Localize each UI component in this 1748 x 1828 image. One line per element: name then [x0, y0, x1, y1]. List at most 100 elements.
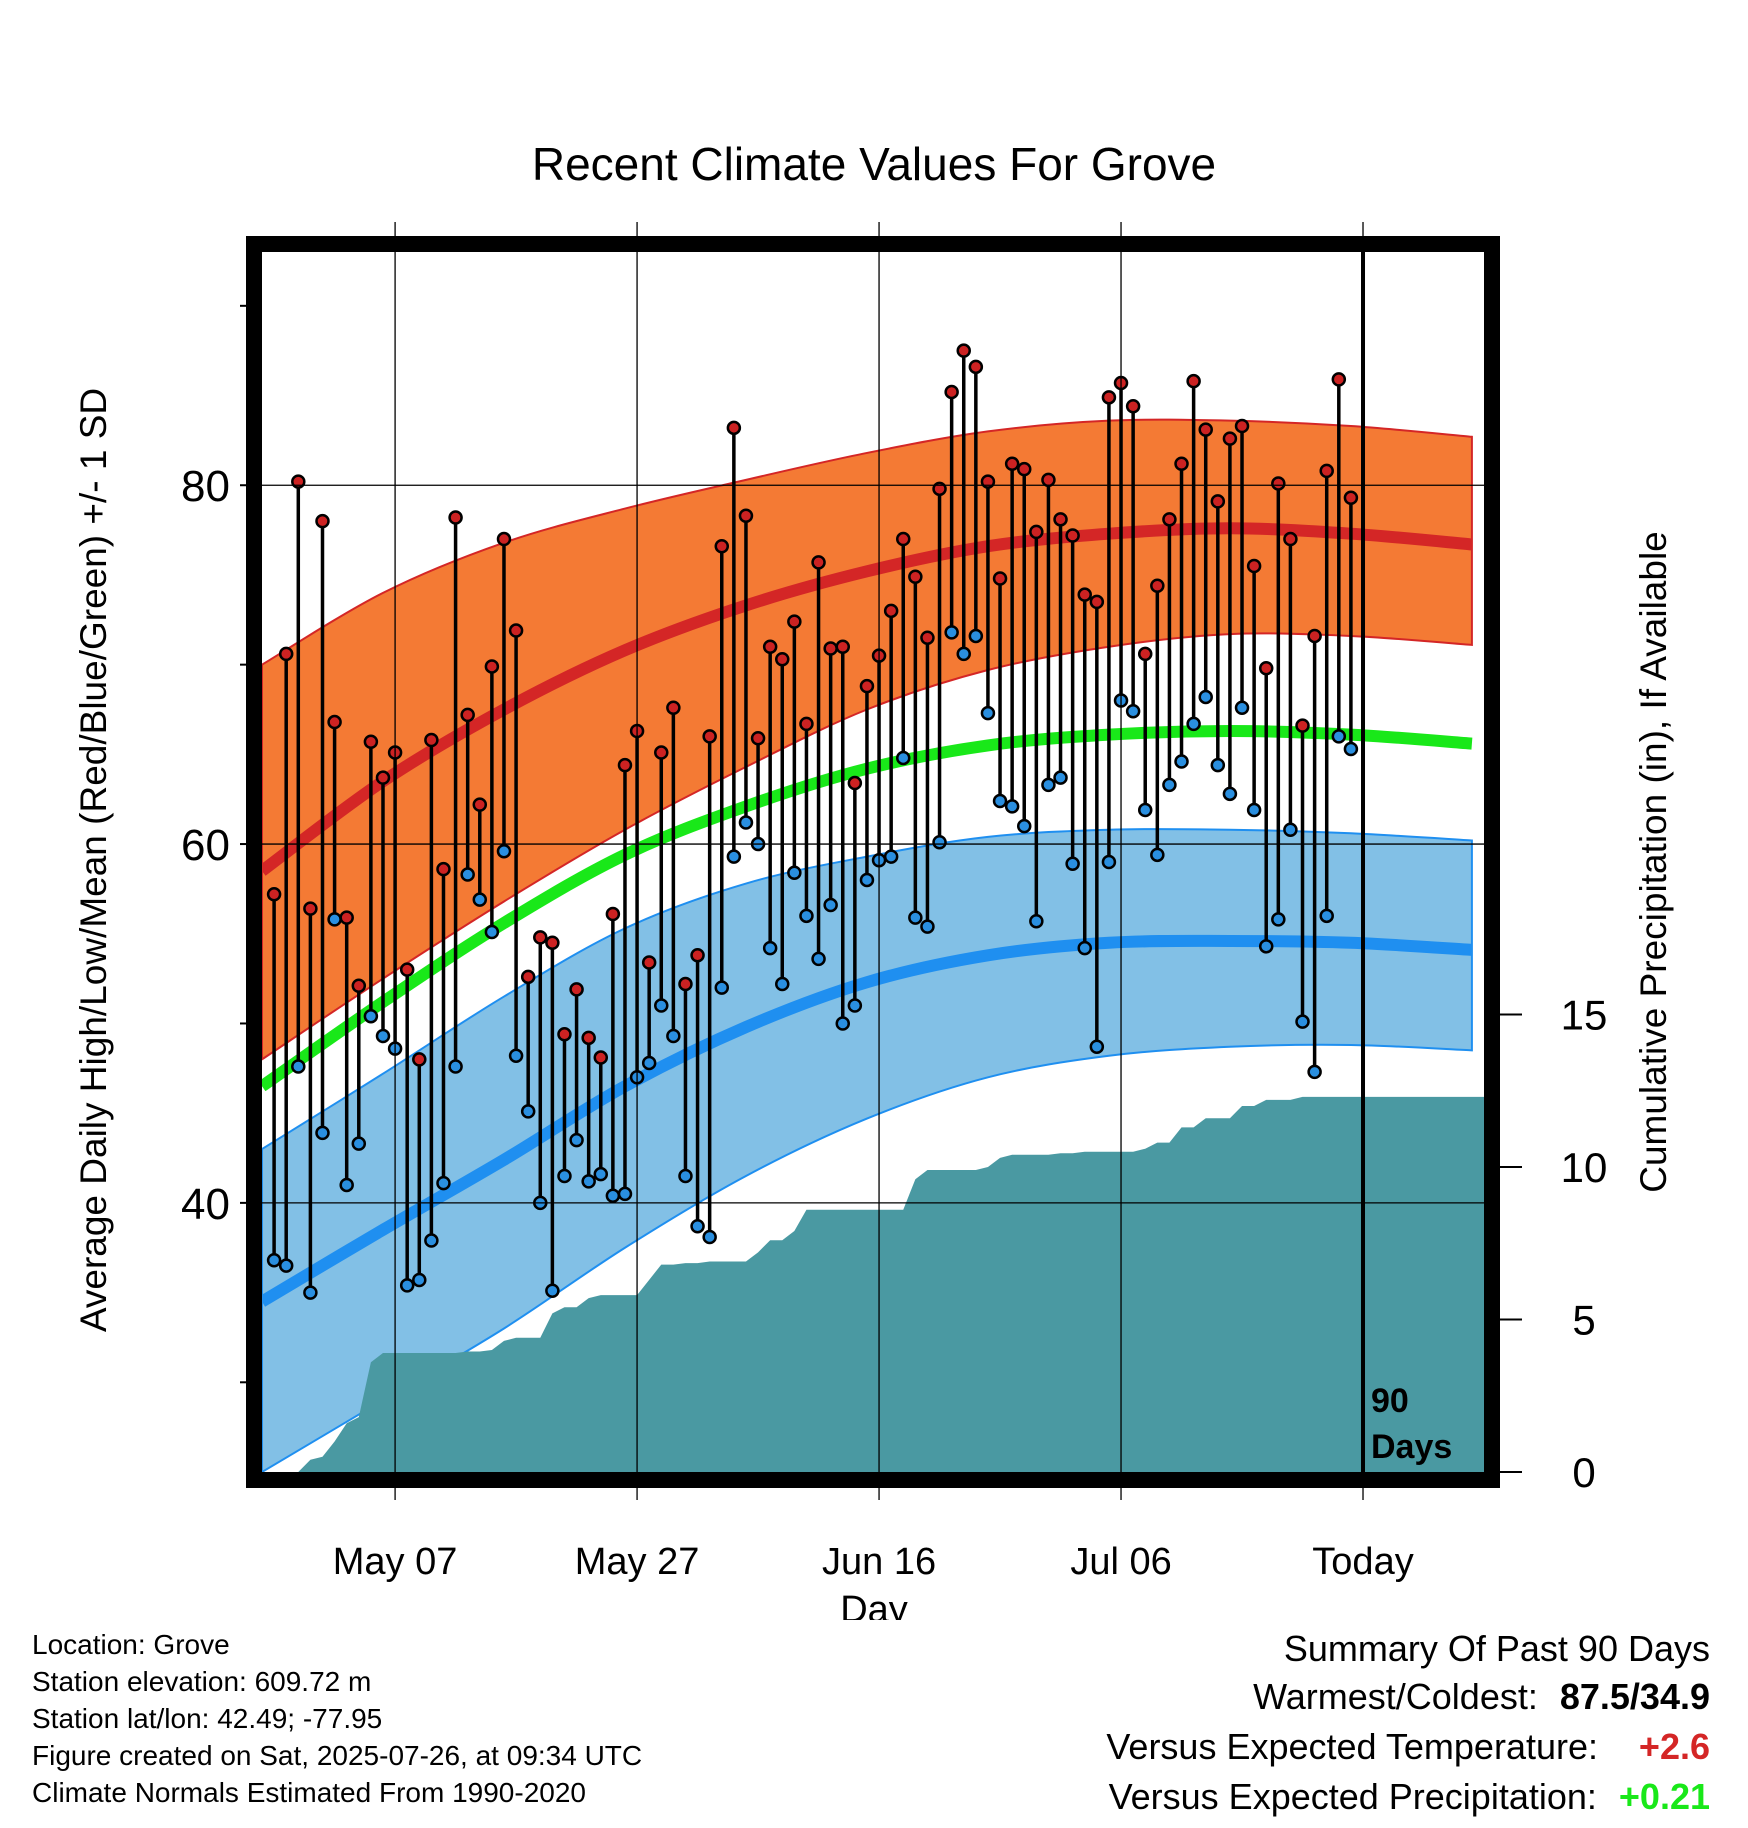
daily-low-point [1258, 939, 1274, 954]
daily-high-point [1343, 490, 1359, 506]
plot-area [262, 343, 1484, 1472]
daily-high-point [399, 962, 415, 977]
daily-high-point [1125, 399, 1141, 414]
daily-low-point [1137, 802, 1153, 818]
y-axis-label: Average Daily High/Low/Mean (Red/Blue/Gr… [73, 388, 114, 1332]
daily-low-point [617, 1186, 633, 1202]
x-tick-label: May 27 [575, 1541, 700, 1583]
daily-high-point [799, 716, 814, 732]
daily-low-point [581, 1174, 596, 1189]
daily-low-point [726, 849, 742, 864]
summary-panel: Summary Of Past 90 Days Warmest/Coldest:… [1106, 1626, 1710, 1822]
temp-anomaly-value: +2.6 [1638, 1726, 1710, 1767]
daily-high-point [1174, 456, 1189, 471]
x-axis-label: Day [840, 1589, 908, 1620]
daily-low-point [956, 646, 971, 662]
daily-high-point [1077, 587, 1092, 602]
daily-low-point [363, 1009, 379, 1024]
temp-anomaly-label: Versus Expected Temperature: [1106, 1726, 1598, 1767]
daily-low-point [1234, 700, 1250, 715]
daily-high-point [1137, 646, 1153, 662]
daily-low-point [1295, 1014, 1310, 1029]
x-tick-label: Jul 06 [1070, 1541, 1171, 1583]
y2-tick-label: 15 [1561, 992, 1608, 1039]
daily-high-point [460, 707, 475, 723]
station-info: Location: Grove Station elevation: 609.7… [32, 1626, 642, 1811]
daily-high-point [1041, 472, 1056, 488]
x-tick-label: Today [1312, 1541, 1413, 1583]
daily-low-point [569, 1132, 584, 1148]
created-text: Figure created on Sat, 2025-07-26, at 09… [32, 1740, 643, 1771]
daily-low-point [1174, 754, 1189, 769]
daily-low-point [690, 1218, 705, 1234]
precip-anomaly-label: Versus Expected Precipitation: [1108, 1776, 1597, 1817]
daily-low-point [520, 1104, 536, 1119]
daily-high-point [1271, 476, 1286, 491]
daily-low-point [799, 908, 814, 924]
daily-low-point [593, 1166, 609, 1182]
x-tick-label: May 07 [333, 1541, 458, 1583]
daily-low-point [472, 892, 488, 907]
daily-low-point [980, 705, 996, 721]
daily-high-point [920, 630, 935, 645]
daily-high-point [303, 901, 318, 916]
daily-high-point [1150, 578, 1165, 593]
daily-high-point [278, 646, 294, 662]
daily-low-point [908, 910, 923, 925]
daily-high-point [1016, 461, 1032, 477]
normals-text: Climate Normals Estimated From 1990-2020 [32, 1777, 586, 1808]
y2-axis-label: Cumulative Precipitation (in), If Availa… [1633, 531, 1674, 1193]
daily-low-point [1077, 940, 1092, 956]
daily-high-point [883, 603, 899, 619]
daily-high-point [1029, 524, 1044, 540]
daily-high-point [678, 976, 693, 992]
y-tick-label: 80 [181, 462, 230, 511]
daily-high-point [895, 531, 911, 547]
daily-high-point [847, 775, 863, 791]
daily-high-point [581, 1030, 596, 1046]
daily-high-point [726, 420, 742, 436]
daily-low-point [315, 1125, 330, 1141]
daily-low-point [714, 980, 730, 995]
temp-anomaly-row: Versus Expected Temperature: +2.6 [1106, 1722, 1710, 1772]
daily-low-point [1246, 802, 1262, 818]
daily-low-point [460, 867, 475, 882]
daily-low-point [883, 849, 899, 864]
chart-title: Recent Climate Values For Grove [532, 138, 1216, 190]
daily-low-point [641, 1055, 657, 1071]
daily-low-point [738, 815, 754, 830]
daily-low-point [291, 1059, 306, 1074]
daily-low-point [859, 872, 875, 888]
daily-low-point [678, 1168, 693, 1184]
daily-high-point [835, 639, 851, 654]
daily-low-point [1331, 729, 1347, 744]
y2-tick-label: 0 [1572, 1449, 1595, 1496]
daily-low-point [436, 1175, 451, 1191]
daily-low-point [944, 625, 959, 640]
daily-low-point [448, 1059, 463, 1074]
daily-high-point [1101, 390, 1117, 405]
daily-high-point [351, 978, 367, 994]
daily-high-point [496, 531, 512, 547]
daily-high-point [714, 538, 730, 554]
daily-high-point [327, 714, 342, 730]
daily-low-point [412, 1272, 427, 1288]
daily-low-point [775, 976, 790, 992]
daily-high-point [908, 569, 923, 584]
daily-low-point [278, 1258, 294, 1273]
daily-low-point [1053, 770, 1068, 785]
warmest-coldest-row: Warmest/Coldest: 87.5/34.9 [1106, 1672, 1710, 1722]
daily-high-point [811, 555, 826, 570]
low-sd-band [262, 828, 1473, 1472]
daily-low-point [1089, 1039, 1105, 1055]
daily-high-point [968, 359, 984, 375]
high-normal-line [262, 522, 1473, 876]
daily-low-point [1198, 689, 1213, 705]
daily-high-point [762, 639, 778, 654]
daily-high-point [775, 652, 790, 667]
daily-low-point [666, 1028, 681, 1044]
daily-low-point [1065, 856, 1080, 872]
daily-low-point [1210, 757, 1226, 773]
daily-high-point [1186, 373, 1201, 389]
daily-high-point [1053, 512, 1068, 527]
